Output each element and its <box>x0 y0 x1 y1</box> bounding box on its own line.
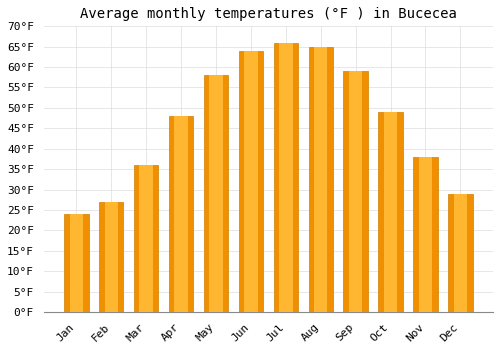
Bar <box>349 71 362 312</box>
Bar <box>104 202 118 312</box>
Bar <box>308 47 333 312</box>
Bar <box>454 194 467 312</box>
Bar <box>244 51 258 312</box>
Bar <box>279 43 292 312</box>
Bar <box>414 157 438 312</box>
Bar <box>134 165 158 312</box>
Bar <box>169 116 194 312</box>
Bar <box>419 157 432 312</box>
Bar <box>344 71 368 312</box>
Bar <box>210 75 222 312</box>
Bar <box>99 202 124 312</box>
Bar <box>64 214 88 312</box>
Bar <box>204 75 228 312</box>
Bar <box>384 112 398 312</box>
Bar <box>378 112 403 312</box>
Bar <box>70 214 83 312</box>
Bar <box>140 165 153 312</box>
Bar <box>314 47 328 312</box>
Bar <box>238 51 263 312</box>
Title: Average monthly temperatures (°F ) in Bucecea: Average monthly temperatures (°F ) in Bu… <box>80 7 457 21</box>
Bar <box>274 43 298 312</box>
Bar <box>174 116 188 312</box>
Bar <box>448 194 472 312</box>
